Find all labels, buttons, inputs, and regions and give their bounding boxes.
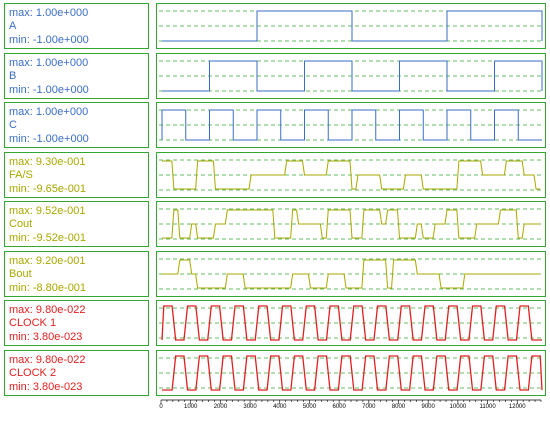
signal-min: min: -9.52e-001 [9,232,87,244]
signal-max: max: 1.00e+000 [9,57,89,69]
axis-tick-label: 10000 [449,404,467,410]
signal-name: CLOCK 2 [9,367,57,379]
waveform-plot-fa-s[interactable] [156,152,546,198]
signal-label-clock-1[interactable]: max: 9.80e-022 CLOCK 1 min: 3.80e-023 [4,300,149,346]
waveform-trace [161,109,542,141]
waveform-trace [161,305,542,341]
waveform-plot-bout[interactable] [156,251,546,297]
axis-tick-label: 0 [159,404,163,410]
waveform-svg [159,305,543,341]
axis-tick-label: 11000 [479,404,496,410]
axis-tick-label: 8000 [391,404,406,410]
signal-min: min: -1.00e+000 [9,34,89,46]
waveform-plot-clock-1[interactable] [156,300,546,346]
signal-min: min: -1.00e+000 [9,84,89,96]
signal-min: min: -8.80e-001 [9,282,87,294]
waveform-plot-a[interactable] [156,3,546,49]
signal-name: Cout [9,218,33,230]
waveform-svg [159,10,543,42]
axis-tick-label: 6000 [332,404,346,410]
axis-tick-label: 1000 [184,404,198,410]
signal-name: CLOCK 1 [9,317,57,329]
waveform-trace [162,10,543,42]
signal-label-bout[interactable]: max: 9.20e-001 Bout min: -8.80e-001 [4,251,149,297]
axis-tick-label: 12000 [508,404,526,410]
waveform-trace [162,60,543,92]
waveform-trace [162,355,543,391]
waveform-trace [162,160,540,190]
signal-name: Bout [9,268,32,280]
signal-max: max: 1.00e+000 [9,7,89,19]
waveform-plot-c[interactable] [156,102,546,148]
waveform-trace [162,209,540,239]
waveform-svg [159,355,543,391]
signal-max: max: 9.30e-001 [9,156,86,168]
signal-min: min: -1.00e+000 [9,133,89,145]
signal-name: A [9,20,17,32]
waveform-svg [159,60,543,92]
waveform-plot-b[interactable] [156,53,546,99]
signal-min: min: -9.65e-001 [9,183,87,195]
waveform-svg [159,159,543,191]
signal-max: max: 9.80e-022 [9,304,86,316]
waveform-svg [159,109,543,141]
time-axis-ruler [160,399,542,404]
waveform-svg [159,258,543,290]
waveform-plot-clock-2[interactable] [156,350,546,396]
signal-min: min: 3.80e-023 [9,331,83,343]
signal-name: B [9,70,17,82]
signal-label-cout[interactable]: max: 9.52e-001 Cout min: -9.52e-001 [4,201,149,247]
axis-tick-label: 5000 [302,404,317,410]
signal-label-clock-2[interactable]: max: 9.80e-022 CLOCK 2 min: 3.80e-023 [4,350,149,396]
waveform-plot-cout[interactable] [156,201,546,247]
signal-max: max: 9.20e-001 [9,255,86,267]
time-axis: 0 1000 2000 3000 4000 5000 6000 7000 8000 9000 100… [0,396,550,417]
waveform-trace [162,259,540,289]
signal-max: max: 9.52e-001 [9,205,86,217]
axis-tick-label: 3000 [243,404,257,410]
signal-name: FA/S [9,169,33,181]
signal-max: max: 9.80e-022 [9,354,86,366]
axis-tick-label: 2000 [213,404,228,410]
axis-tick-label: 4000 [273,404,287,410]
signal-label-fa-s[interactable]: max: 9.30e-001 FA/S min: -9.65e-001 [4,152,149,198]
axis-tick-label: 7000 [362,404,376,410]
axis-tick-label: 9000 [421,404,435,410]
signal-max: max: 1.00e+000 [9,106,89,118]
signal-min: min: 3.80e-023 [9,381,83,393]
waveform-svg [159,208,543,240]
signal-name: C [9,119,17,131]
